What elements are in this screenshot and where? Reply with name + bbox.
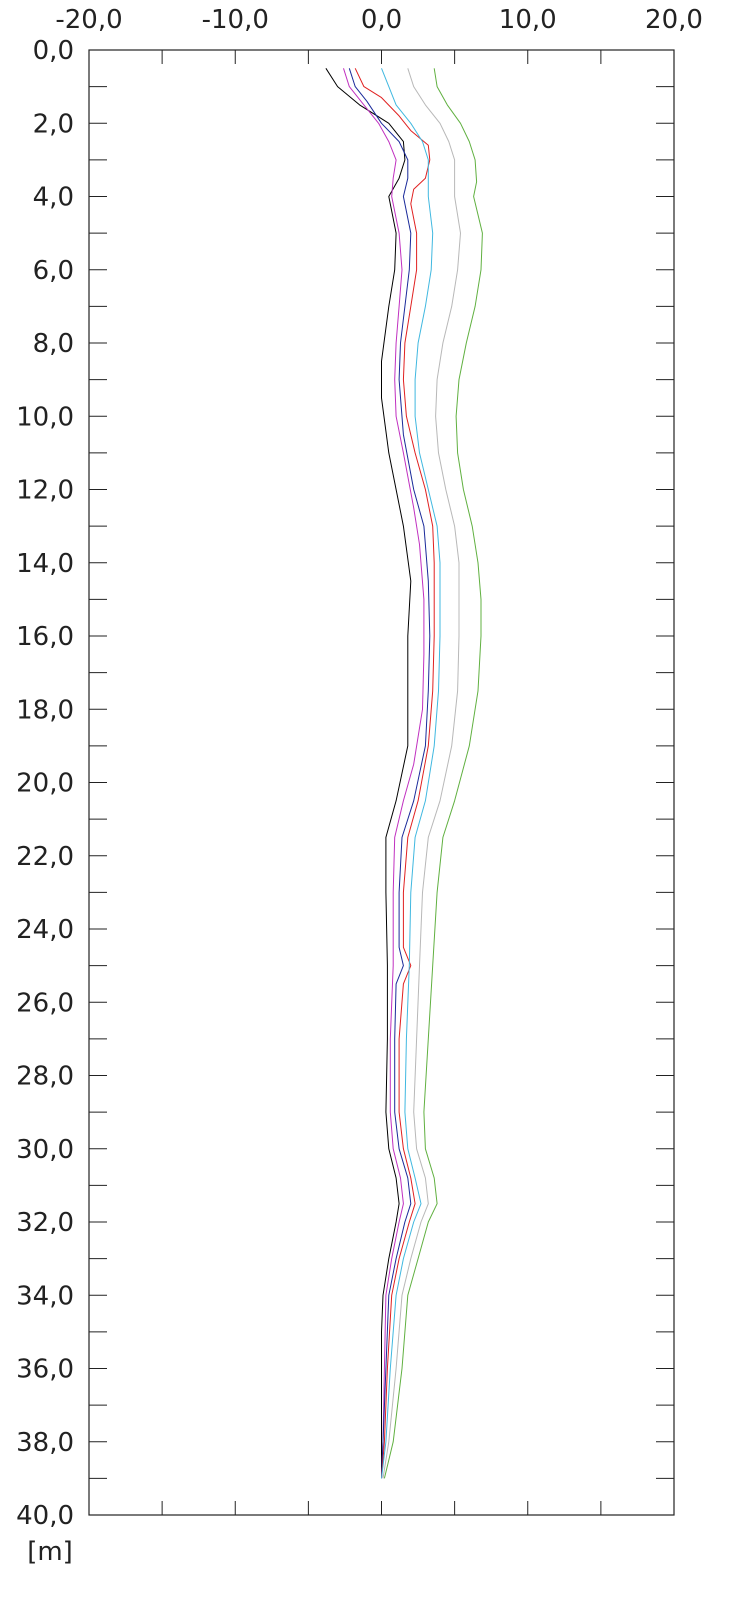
- y-tick-label: 0,0: [33, 36, 74, 66]
- y-tick-label: 20,0: [16, 769, 74, 799]
- y-axis-tick-labels: 0,0 2,0 4,0 6,0 8,0 10,0 12,0 14,0 16,0 18,0 20,0 2…: [16, 36, 74, 1531]
- y-tick-label: 30,0: [16, 1135, 74, 1165]
- y-tick-label: 4,0: [33, 183, 74, 213]
- y-tick-label: 26,0: [16, 988, 74, 1018]
- x-tick-label: 0,0: [361, 5, 402, 35]
- y-tick-label: 38,0: [16, 1428, 74, 1458]
- series-line-7: [383, 68, 483, 1479]
- x-tick-label: -20,0: [55, 5, 122, 35]
- series-line-3: [348, 68, 431, 1479]
- y-axis-unit-label: [m]: [27, 1537, 73, 1567]
- y-tick-label: 36,0: [16, 1355, 74, 1385]
- y-tick-label: 12,0: [16, 476, 74, 506]
- series-line-5: [381, 68, 441, 1479]
- x-axis-tick-labels: -20,0 -10,0 0,0 10,0 20,0: [55, 5, 703, 35]
- y-tick-label: 18,0: [16, 695, 74, 725]
- y-tick-label: 16,0: [16, 622, 74, 652]
- x-tick-label: 20,0: [645, 5, 703, 35]
- y-tick-label: 10,0: [16, 402, 74, 432]
- series-line-1: [325, 68, 412, 1479]
- axis-ticks: [89, 50, 674, 1515]
- series-line-2: [343, 68, 425, 1479]
- plot-series-group: [325, 68, 483, 1479]
- y-tick-label: 8,0: [33, 329, 74, 359]
- y-tick-label: 14,0: [16, 549, 74, 579]
- series-line-4: [354, 68, 435, 1479]
- y-tick-label: 2,0: [33, 109, 74, 139]
- y-tick-label: 32,0: [16, 1208, 74, 1238]
- y-tick-label: 6,0: [33, 256, 74, 286]
- x-tick-label: -10,0: [202, 5, 269, 35]
- x-tick-label: 10,0: [499, 5, 557, 35]
- series-line-6: [382, 68, 461, 1479]
- y-tick-label: 28,0: [16, 1062, 74, 1092]
- plot-frame: [88, 49, 675, 1516]
- y-tick-label: 24,0: [16, 915, 74, 945]
- y-tick-label: 40,0: [16, 1501, 74, 1531]
- y-tick-label: 34,0: [16, 1281, 74, 1311]
- y-tick-label: 22,0: [16, 842, 74, 872]
